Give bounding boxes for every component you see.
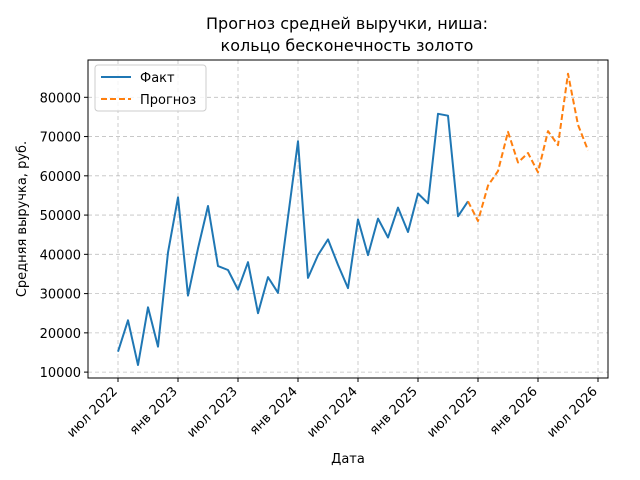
x-tick-label: июл 2024 bbox=[304, 384, 361, 441]
y-tick-label: 60000 bbox=[40, 170, 81, 185]
y-tick-label: 80000 bbox=[40, 91, 81, 106]
axis-ticks: 10000 20000 30000 40000 50000 60000 70000 80000… bbox=[40, 91, 601, 440]
y-tick-label: 10000 bbox=[40, 366, 81, 381]
x-axis-label: Дата bbox=[331, 452, 365, 467]
legend-label-fact: Факт bbox=[140, 71, 175, 86]
legend: Факт Прогноз bbox=[94, 64, 207, 112]
x-tick-label: июл 2022 bbox=[64, 384, 121, 441]
plot-frame bbox=[87, 59, 609, 379]
y-tick-label: 50000 bbox=[40, 209, 81, 224]
legend-label-forecast: Прогноз bbox=[140, 93, 196, 108]
x-tick-label: янв 2026 bbox=[487, 384, 541, 438]
series-line-forecast bbox=[467, 72, 589, 222]
grid-lines bbox=[88, 60, 608, 378]
chart-title-line2: кольцо бесконечность золото bbox=[221, 36, 474, 55]
y-tick-label: 30000 bbox=[40, 288, 81, 303]
x-tick-label: янв 2023 bbox=[127, 384, 181, 438]
y-tick-label: 20000 bbox=[40, 327, 81, 342]
chart-title-line1: Прогноз средней выручки, ниша: bbox=[206, 14, 488, 33]
series-layer bbox=[117, 72, 589, 366]
y-axis-label: Средняя выручка, руб. bbox=[15, 141, 30, 297]
x-tick-label: июл 2023 bbox=[184, 384, 241, 441]
x-tick-label: июл 2025 bbox=[424, 384, 481, 441]
y-tick-label: 70000 bbox=[40, 131, 81, 146]
y-tick-label: 40000 bbox=[40, 248, 81, 263]
x-tick-label: янв 2025 bbox=[367, 384, 421, 438]
x-tick-label: июл 2026 bbox=[544, 384, 601, 441]
series-line-fact bbox=[117, 112, 469, 366]
x-tick-label: янв 2024 bbox=[247, 384, 301, 438]
